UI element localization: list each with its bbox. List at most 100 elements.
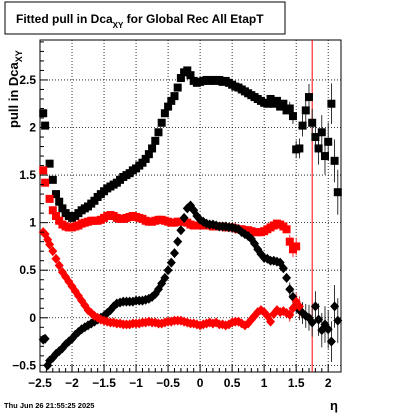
data-point-square xyxy=(304,93,313,102)
data-point-diamond xyxy=(48,246,58,257)
y-tick-label: 0 xyxy=(29,311,36,325)
data-point-diamond xyxy=(166,257,176,268)
x-tick-label: 2 xyxy=(325,376,332,390)
data-point-diamond xyxy=(333,315,343,326)
data-point-square xyxy=(279,99,288,108)
x-tick-label: 1 xyxy=(261,376,268,390)
y-tick-label: 2.5 xyxy=(19,73,36,87)
chart-title-sub: XY xyxy=(113,21,124,30)
data-point-square xyxy=(41,178,50,187)
data-point-diamond xyxy=(285,284,295,295)
data-point-square xyxy=(164,102,173,111)
x-tick-label: 0 xyxy=(197,376,204,390)
data-point-diamond xyxy=(51,253,61,264)
data-point-square xyxy=(272,96,281,105)
x-tick-label: −1.5 xyxy=(92,376,116,390)
data-point-square xyxy=(330,156,339,165)
data-point-diamond xyxy=(326,336,336,347)
data-point-square xyxy=(41,121,50,130)
data-point-square xyxy=(151,136,160,145)
data-point-diamond xyxy=(282,272,292,283)
data-point-square xyxy=(298,121,307,130)
data-point-square xyxy=(285,104,294,113)
data-point-square xyxy=(327,99,336,108)
data-point-diamond xyxy=(176,225,186,236)
data-point-square xyxy=(45,194,54,203)
data-point-diamond xyxy=(323,324,333,335)
data-point-diamond xyxy=(285,309,295,320)
data-point-diamond xyxy=(314,314,324,325)
y-axis-label-main: pull in Dca xyxy=(6,62,21,129)
data-point-square xyxy=(285,237,294,246)
chart-title-main: Fitted pull in Dca xyxy=(16,12,113,26)
data-point-diamond xyxy=(278,263,288,274)
data-point-square xyxy=(292,242,301,251)
data-point-square xyxy=(324,137,333,146)
y-tick-label: 1 xyxy=(29,216,36,230)
chart-title-rest: for Global Rec All EtapT xyxy=(123,12,264,26)
data-point-square xyxy=(317,128,326,137)
data-point-diamond xyxy=(179,212,189,223)
y-axis-label: pull in DcaXY xyxy=(6,50,24,128)
data-point-square xyxy=(141,154,150,163)
axis-ticks xyxy=(39,41,329,372)
data-point-square xyxy=(160,109,169,118)
y-tick-label: 2 xyxy=(29,121,36,135)
data-point-square xyxy=(48,175,57,184)
data-point-square xyxy=(311,133,320,142)
data-point-diamond xyxy=(310,301,320,312)
data-point-diamond xyxy=(173,236,183,247)
data-point-square xyxy=(45,159,54,168)
data-point-diamond xyxy=(294,301,304,312)
x-tick-label: −1 xyxy=(129,376,143,390)
title-box-frame xyxy=(4,1,286,35)
data-point-diamond xyxy=(163,265,173,276)
data-point-square xyxy=(48,206,57,215)
timestamp: Thu Jun 26 21:55:25 2025 xyxy=(4,401,94,410)
chart-title-box: Fitted pull in DcaXY for Global Rec All … xyxy=(4,1,286,35)
data-point-diamond xyxy=(330,301,340,312)
data-point-square xyxy=(58,204,67,213)
data-point-square xyxy=(263,99,272,108)
tick-labels: −2.5 −2 −1.5 −1 −0.5 0 0.5 1 1.5 2 −0.5 0 0.5 1 1.5 2 2.… xyxy=(12,73,332,390)
y-tick-label: 1.5 xyxy=(19,168,36,182)
chart-title: Fitted pull in DcaXY for Global Rec All … xyxy=(16,12,264,30)
data-point-square xyxy=(288,112,297,121)
data-point-square xyxy=(52,211,61,220)
data-point-square xyxy=(333,188,342,197)
x-tick-label: 1.5 xyxy=(288,376,305,390)
data-point-diamond xyxy=(54,260,64,271)
data-point-square xyxy=(176,74,185,83)
data-point-square xyxy=(157,118,166,127)
data-point-square xyxy=(167,96,176,105)
data-point-square xyxy=(301,106,310,115)
y-axis-label-sub: XY xyxy=(14,50,24,62)
x-tick-label: −2 xyxy=(65,376,79,390)
data-markers xyxy=(38,66,343,371)
data-point-square xyxy=(308,118,317,127)
x-tick-label: 0.5 xyxy=(224,376,241,390)
data-point-square xyxy=(154,128,163,137)
y-tick-label: 0.5 xyxy=(19,263,36,277)
data-point-diamond xyxy=(40,333,50,344)
data-point-square xyxy=(320,152,329,161)
data-point-square xyxy=(295,144,304,153)
data-point-square xyxy=(55,197,64,206)
plot-frame xyxy=(39,39,342,373)
data-point-square xyxy=(173,83,182,92)
data-point-square xyxy=(52,190,61,199)
x-tick-label: −0.5 xyxy=(156,376,180,390)
data-point-square xyxy=(186,71,195,80)
data-point-square xyxy=(144,150,153,159)
data-point-square xyxy=(39,166,48,175)
data-point-square xyxy=(314,144,323,153)
data-point-square xyxy=(148,144,157,153)
data-point-diamond xyxy=(45,239,55,250)
data-point-square xyxy=(266,94,275,103)
data-point-diamond xyxy=(288,303,298,314)
data-point-square xyxy=(282,225,291,234)
x-tick-label: −2.5 xyxy=(28,376,52,390)
data-point-square xyxy=(170,92,179,101)
data-point-diamond xyxy=(160,272,170,283)
